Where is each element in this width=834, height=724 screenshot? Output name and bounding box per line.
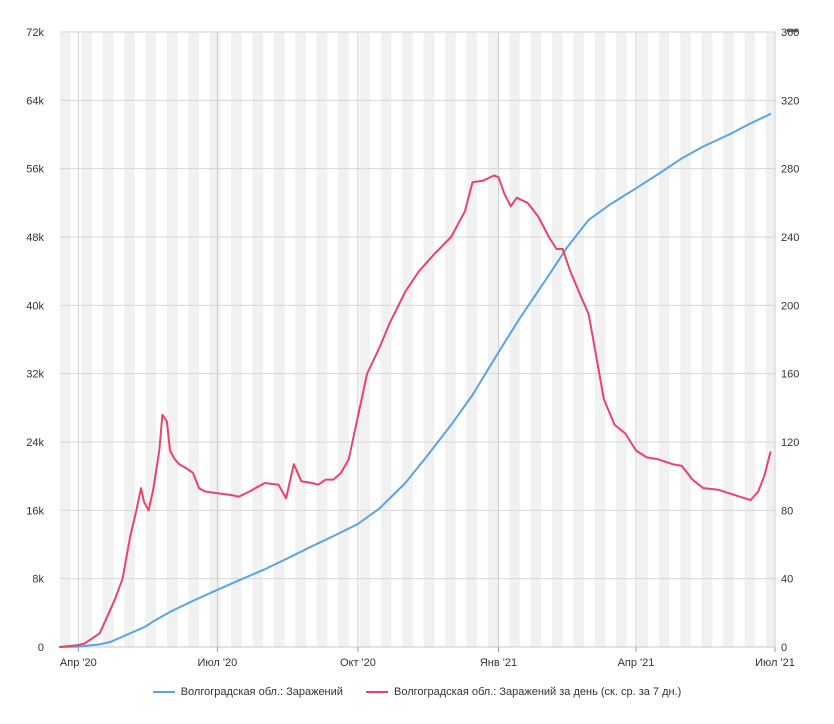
- y-right-tick-label: 120: [781, 437, 799, 449]
- legend-label-daily: Волгоградская обл.: Заражений за день (с…: [393, 686, 682, 698]
- week-band: [81, 32, 93, 647]
- week-band: [744, 32, 756, 647]
- week-band: [209, 32, 221, 647]
- week-band: [723, 32, 734, 647]
- week-band: [166, 32, 178, 647]
- y-right-tick-label: 160: [781, 369, 799, 381]
- week-band: [658, 32, 670, 647]
- y-right-tick-label: 240: [781, 232, 799, 244]
- legend-line-blue: [152, 691, 175, 693]
- y-left-tick-label: 32k: [26, 369, 44, 381]
- y-axis-right: 0 40 80 120 160 200 240 280 320 360: [781, 27, 799, 654]
- legend-line-red: [365, 691, 388, 693]
- week-band: [594, 32, 606, 647]
- week-band: [380, 32, 392, 647]
- week-band: [680, 32, 691, 647]
- week-band: [487, 32, 499, 647]
- y-left-tick-label: 16k: [26, 505, 44, 517]
- y-left-tick-label: 56k: [26, 164, 44, 176]
- week-band: [124, 32, 135, 647]
- week-band: [188, 32, 200, 647]
- x-tick-label: Янв '21: [480, 657, 517, 669]
- y-axis-left: 0 8k 16k 24k 32k 40k 48k 56k 64k 72k: [26, 27, 44, 654]
- week-band: [145, 32, 157, 647]
- weekend-bands: [60, 32, 775, 647]
- week-band: [530, 32, 542, 647]
- legend-item-daily[interactable]: Волгоградская обл.: Заражений за день (с…: [365, 686, 682, 698]
- series-line-daily: [59, 174, 772, 648]
- y-left-tick-label: 40k: [26, 300, 44, 312]
- week-band: [573, 32, 585, 647]
- x-tick-label: Июл '20: [197, 657, 237, 669]
- week-band: [60, 32, 71, 647]
- y-right-tick-label: 360: [781, 27, 799, 39]
- week-band: [295, 32, 306, 647]
- x-tick-label: Июл '21: [755, 657, 795, 669]
- legend-item-cumulative[interactable]: Волгоградская обл.: Заражений: [152, 686, 343, 698]
- week-band: [509, 32, 520, 647]
- more-dots-icon[interactable]: •••: [786, 22, 799, 38]
- week-band: [466, 32, 478, 647]
- y-right-tick-label: 40: [781, 574, 793, 586]
- week-band: [445, 32, 456, 647]
- series-lines: [59, 113, 772, 648]
- week-band: [102, 32, 114, 647]
- y-left-tick-label: 8k: [32, 574, 44, 586]
- y-left-tick-label: 48k: [26, 232, 44, 244]
- week-band: [273, 32, 285, 647]
- week-band: [551, 32, 563, 647]
- series-line-cumulative: [59, 113, 772, 648]
- x-tick-label: Апр '21: [618, 657, 655, 669]
- week-band: [765, 32, 775, 647]
- x-tick-label: Апр '20: [60, 657, 97, 669]
- week-band: [423, 32, 435, 647]
- x-tick-label: Окт '20: [340, 657, 376, 669]
- x-axis: Апр '20 Июл '20 Окт '20 Янв '21 Апр '21 Июл '…: [60, 647, 795, 669]
- legend-label-cumulative: Волгоградская обл.: Заражений: [180, 686, 343, 698]
- week-band: [616, 32, 627, 647]
- legend: Волгоградская обл.: Заражений Волгоградс…: [0, 684, 834, 698]
- y-left-tick-label: 0: [38, 642, 44, 654]
- y-right-tick-label: 0: [781, 642, 787, 654]
- week-band: [316, 32, 328, 647]
- week-band: [637, 32, 649, 647]
- week-band: [402, 32, 413, 647]
- week-band: [252, 32, 264, 647]
- week-band: [338, 32, 349, 647]
- week-band: [359, 32, 371, 647]
- week-band: [231, 32, 242, 647]
- grid-lines: [60, 31, 776, 648]
- y-right-tick-label: 320: [781, 95, 799, 107]
- y-right-tick-label: 200: [781, 300, 799, 312]
- y-left-tick-label: 24k: [26, 437, 44, 449]
- y-right-tick-label: 280: [781, 164, 799, 176]
- chart: 0 8k 16k 24k 32k 40k 48k 56k 64k 72k 0 40 80 120 160 2…: [26, 27, 799, 669]
- y-right-tick-label: 80: [781, 505, 793, 517]
- y-left-tick-label: 72k: [26, 27, 44, 39]
- y-left-tick-label: 64k: [26, 95, 44, 107]
- week-band: [701, 32, 713, 647]
